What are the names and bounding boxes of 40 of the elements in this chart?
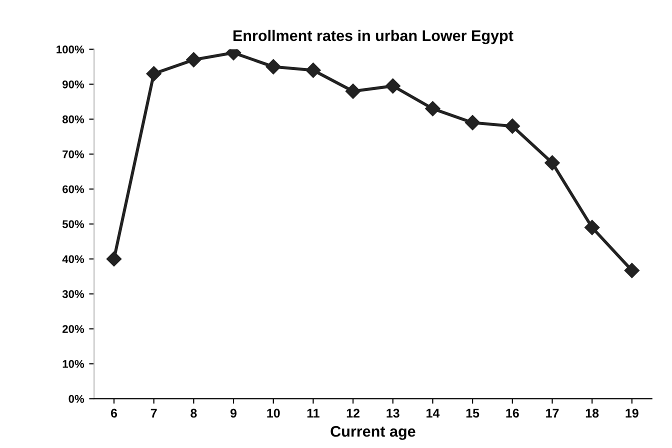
y-tick-label: 90% [62,80,84,88]
x-tick-label: 13 [386,408,400,418]
x-tick-label: 16 [506,408,519,418]
point [106,251,122,267]
point [544,155,560,170]
y-tick-label: 20% [62,325,84,333]
y-tick-label: 10% [62,360,84,368]
point [186,52,202,68]
y-tick-label: 30% [62,290,84,298]
x-axis-title: Current age [330,426,416,440]
point [504,118,520,134]
y-tick-label: 50% [62,220,84,228]
y-tick-label: 60% [62,185,84,194]
x-tick-label: 12 [346,408,360,418]
point [266,59,281,74]
y-tick-label: 100% [56,46,84,54]
x-tick-label: 18 [586,408,599,418]
x-tick-label: 14 [426,408,440,418]
point [146,66,162,82]
x-tick-label: 19 [626,408,638,418]
y-tick-label: 70% [62,150,84,158]
chart-title: Enrollment rates in urban Lower Egypt [234,30,514,44]
point [624,262,640,278]
x-tick-label: 6 [110,408,118,418]
x-tick-label: 9 [230,408,237,418]
y-tick-label: 40% [62,255,84,264]
point [584,220,600,236]
x-tick-label: 7 [150,408,157,418]
point [306,62,321,78]
x-tick-label: 17 [546,408,559,418]
y-tick-label: 80% [62,115,84,124]
x-tick-label: 8 [190,408,197,418]
y-tick-label: 0% [68,394,84,403]
x-tick-label: 11 [307,408,320,418]
point [345,84,361,99]
x-tick-label: 10 [267,408,280,418]
point [464,115,480,130]
point [425,101,440,116]
x-tick-label: 15 [466,408,480,418]
point [385,78,400,94]
